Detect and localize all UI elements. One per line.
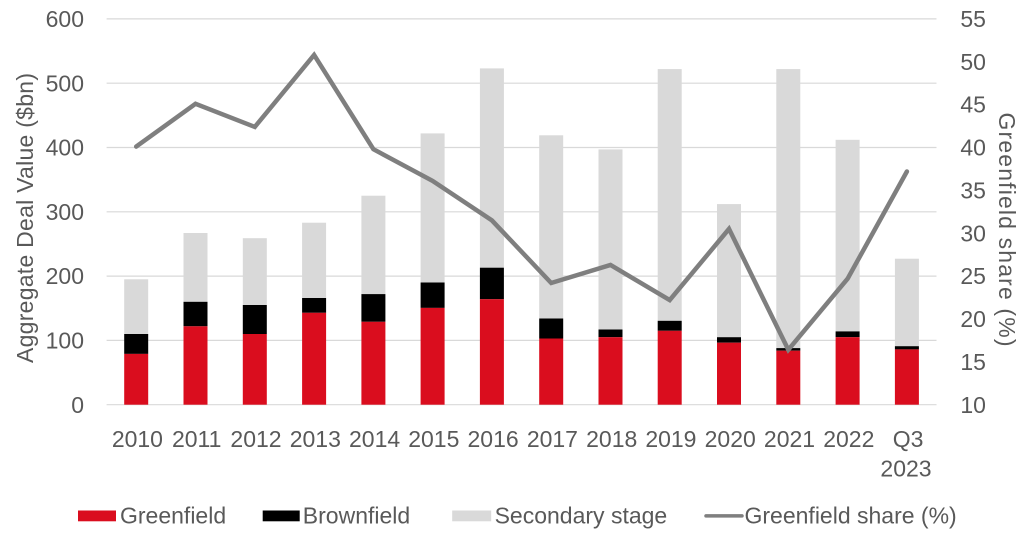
- svg-text:2016: 2016: [468, 426, 519, 452]
- svg-text:2019: 2019: [645, 426, 696, 452]
- svg-text:55: 55: [960, 6, 986, 32]
- svg-text:Greenfield share (%): Greenfield share (%): [745, 502, 957, 528]
- svg-text:50: 50: [960, 49, 986, 75]
- svg-text:30: 30: [960, 220, 986, 246]
- svg-text:Brownfield: Brownfield: [303, 502, 410, 528]
- svg-text:500: 500: [46, 70, 84, 96]
- svg-text:2021: 2021: [764, 426, 815, 452]
- svg-text:Greenfield: Greenfield: [120, 502, 226, 528]
- svg-text:25: 25: [960, 263, 986, 289]
- svg-text:2017: 2017: [527, 426, 578, 452]
- svg-text:2020: 2020: [705, 426, 756, 452]
- svg-text:2011: 2011: [172, 426, 221, 452]
- svg-text:15: 15: [960, 349, 986, 375]
- svg-text:40: 40: [960, 135, 986, 161]
- svg-text:2022: 2022: [823, 426, 874, 452]
- svg-text:2010: 2010: [112, 426, 163, 452]
- svg-text:35: 35: [960, 178, 986, 204]
- svg-text:2015: 2015: [408, 426, 459, 452]
- svg-text:400: 400: [46, 135, 84, 161]
- svg-text:300: 300: [46, 199, 84, 225]
- svg-text:2013: 2013: [290, 426, 341, 452]
- svg-text:600: 600: [46, 6, 84, 32]
- svg-text:2023: 2023: [880, 455, 931, 481]
- svg-text:100: 100: [46, 328, 84, 354]
- svg-text:2018: 2018: [586, 426, 637, 452]
- svg-text:Aggregate Deal Value ($bn): Aggregate Deal Value ($bn): [12, 73, 38, 363]
- svg-text:200: 200: [46, 263, 84, 289]
- svg-text:10: 10: [960, 392, 986, 418]
- svg-text:Greenfield share (%): Greenfield share (%): [994, 113, 1020, 347]
- svg-text:2012: 2012: [230, 426, 281, 452]
- svg-text:0: 0: [71, 392, 84, 418]
- svg-text:45: 45: [960, 92, 986, 118]
- svg-text:2014: 2014: [349, 426, 400, 452]
- svg-text:20: 20: [960, 306, 986, 332]
- svg-text:Secondary stage: Secondary stage: [495, 502, 668, 528]
- svg-text:Q3: Q3: [893, 426, 924, 452]
